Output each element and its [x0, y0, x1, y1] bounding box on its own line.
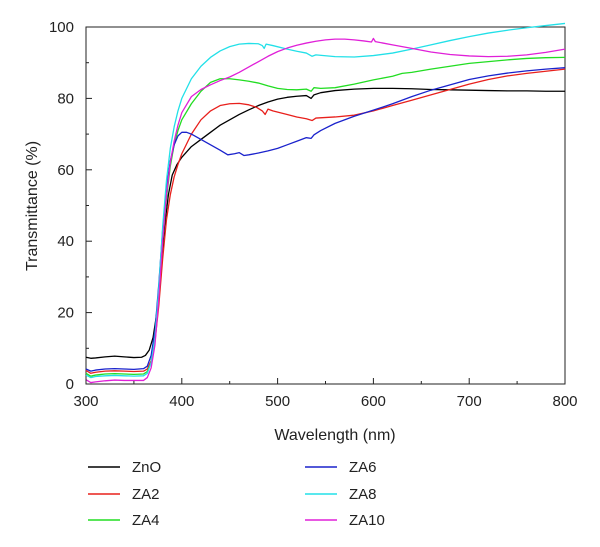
plot-frame — [85, 26, 566, 385]
x-tick-label: 800 — [552, 393, 577, 410]
legend-item: ZA4 — [88, 512, 160, 529]
legend-label: ZA10 — [349, 512, 385, 529]
plot-area — [85, 26, 566, 385]
legend-label: ZA6 — [349, 459, 377, 476]
series-line-zno — [85, 87, 565, 359]
y-tick-label: 80 — [57, 90, 74, 107]
y-axis-title: Transmittance (%) — [24, 141, 41, 271]
legend-item: ZA10 — [305, 512, 385, 529]
x-tick-label: 500 — [265, 393, 290, 410]
y-tick-label: 20 — [57, 305, 74, 322]
series-line-za10 — [85, 37, 566, 384]
legend-label: ZA2 — [132, 486, 160, 503]
y-tick-label: 40 — [57, 233, 74, 250]
axes: 300 400 500 600 700 800 0 20 40 60 80 100 — [49, 19, 578, 410]
legend-item: ZA6 — [305, 459, 377, 476]
y-tick-label: 0 — [66, 376, 74, 393]
legend-item: ZA2 — [88, 486, 160, 503]
legend-label: ZA8 — [349, 486, 377, 503]
legend-item: ZA8 — [305, 486, 377, 503]
x-tick-label: 300 — [73, 393, 98, 410]
series-line-za2 — [85, 68, 566, 374]
x-tick-label: 700 — [457, 393, 482, 410]
x-tick-label: 600 — [361, 393, 386, 410]
series-line-za8 — [85, 22, 566, 379]
x-axis-title: Wavelength (nm) — [274, 427, 395, 444]
x-tick-label: 400 — [169, 393, 194, 410]
y-tick-label: 100 — [49, 19, 74, 36]
y-tick-label: 60 — [57, 162, 74, 179]
legend-item: ZnO — [88, 459, 161, 476]
series-line-za4 — [85, 56, 566, 377]
legend-label: ZA4 — [132, 512, 160, 529]
series-lines — [85, 22, 566, 384]
series-line-za6 — [85, 67, 566, 372]
legend: ZnO ZA2 ZA4 ZA6 ZA8 ZA10 — [88, 459, 385, 529]
legend-label: ZnO — [132, 459, 161, 476]
